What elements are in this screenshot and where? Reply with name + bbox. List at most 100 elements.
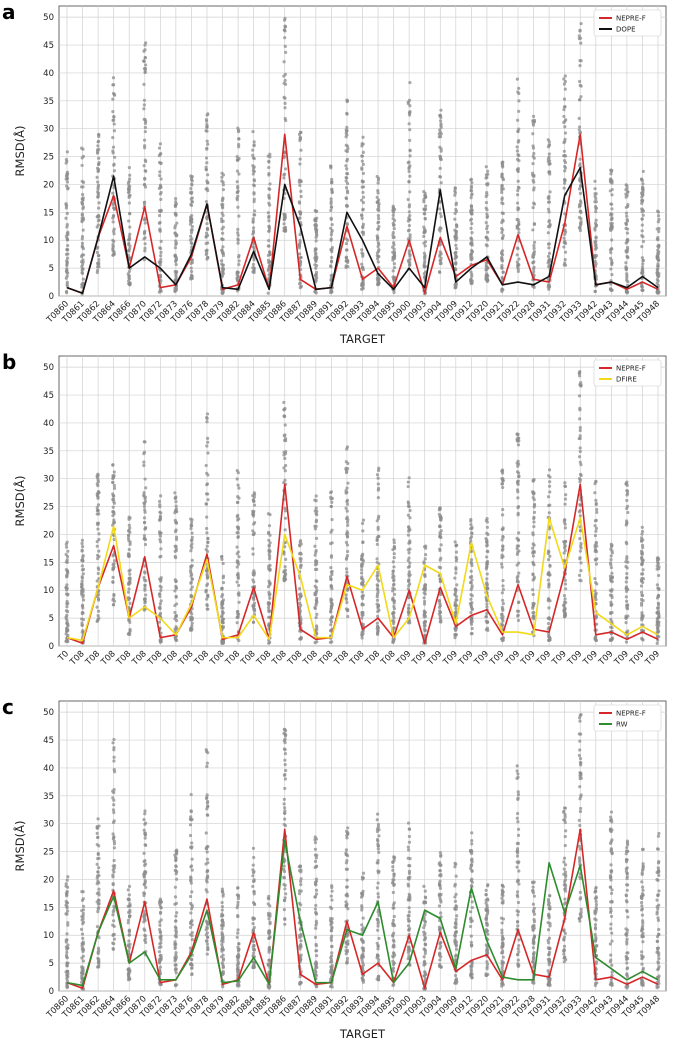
decoy-point	[517, 257, 521, 261]
decoy-point	[531, 572, 535, 577]
decoy-point	[624, 205, 628, 210]
decoy-point	[299, 148, 303, 152]
decoy-point	[345, 600, 349, 605]
decoy-point	[315, 209, 319, 213]
decoy-point	[221, 219, 225, 223]
decoy-point	[95, 270, 99, 275]
decoy-point	[484, 274, 488, 278]
decoy-point	[220, 557, 224, 562]
decoy-point	[360, 616, 364, 620]
decoy-point	[376, 254, 380, 258]
decoy-point	[126, 554, 130, 558]
decoy-point	[406, 100, 410, 104]
decoy-point	[655, 583, 660, 587]
decoy-point	[143, 48, 147, 52]
legend-label: DOPE	[616, 26, 636, 34]
decoy-point	[454, 567, 458, 571]
decoy-point	[268, 533, 272, 537]
decoy-point	[66, 909, 70, 913]
decoy-point	[470, 192, 474, 196]
decoy-point	[95, 151, 100, 155]
decoy-point	[81, 277, 85, 281]
decoy-point	[315, 640, 319, 644]
decoy-point	[330, 222, 334, 227]
decoy-point	[439, 515, 443, 519]
decoy-point	[112, 227, 116, 231]
decoy-point	[376, 191, 380, 195]
decoy-point	[329, 233, 333, 237]
decoy-point	[361, 540, 365, 545]
decoy-point	[375, 557, 379, 561]
decoy-point	[252, 140, 256, 144]
decoy-point	[315, 579, 319, 583]
decoy-point	[625, 576, 629, 580]
decoy-point	[127, 517, 131, 521]
decoy-point	[143, 526, 147, 530]
decoy-point	[112, 169, 117, 173]
decoy-point	[376, 482, 380, 486]
decoy-point	[485, 611, 489, 616]
decoy-point	[344, 489, 348, 493]
decoy-point	[454, 555, 458, 560]
decoy-point	[485, 193, 489, 197]
decoy-point	[80, 576, 84, 580]
decoy-point	[142, 258, 146, 262]
decoy-point	[314, 222, 318, 227]
decoy-point	[284, 450, 288, 454]
decoy-point	[500, 622, 504, 626]
decoy-point	[329, 216, 333, 220]
decoy-point	[237, 593, 241, 597]
decoy-point	[282, 95, 286, 99]
decoy-point	[112, 803, 116, 807]
decoy-point	[251, 217, 255, 221]
decoy-point	[655, 617, 659, 621]
decoy-point	[96, 592, 101, 597]
decoy-point	[158, 534, 163, 538]
decoy-point	[563, 137, 567, 141]
decoy-point	[423, 244, 427, 248]
decoy-point	[391, 275, 395, 279]
decoy-point	[547, 585, 551, 589]
decoy-point	[563, 74, 567, 78]
decoy-point	[641, 198, 645, 203]
decoy-point	[532, 186, 536, 190]
decoy-point	[454, 250, 458, 255]
decoy-point	[190, 182, 194, 186]
decoy-point	[485, 587, 490, 591]
decoy-point	[610, 187, 614, 192]
decoy-point	[97, 532, 101, 536]
decoy-point	[329, 623, 333, 627]
decoy-point	[298, 637, 302, 641]
chart-c: 05101520253035404550T0860T0861T0862T0864…	[12, 700, 667, 1041]
decoy-point	[158, 577, 162, 581]
decoy-point	[391, 223, 396, 227]
decoy-point	[314, 615, 318, 620]
decoy-point	[159, 540, 163, 544]
decoy-point	[375, 234, 379, 238]
decoy-point	[360, 554, 364, 558]
decoy-point	[220, 593, 225, 597]
decoy-point	[454, 262, 458, 266]
decoy-point	[95, 246, 99, 250]
decoy-point	[142, 534, 147, 538]
decoy-point	[346, 481, 350, 485]
decoy-point	[377, 514, 381, 518]
y-tick-label: 15	[43, 903, 54, 913]
decoy-point	[423, 627, 427, 631]
decoy-point	[408, 257, 412, 261]
decoy-point	[143, 249, 147, 253]
decoy-point	[96, 851, 100, 856]
decoy-point	[112, 562, 116, 566]
x-tick-label: T08	[239, 649, 258, 668]
decoy-point	[128, 542, 132, 546]
decoy-point	[344, 241, 349, 246]
decoy-point	[344, 131, 348, 135]
decoy-point	[546, 196, 550, 200]
decoy-point	[221, 188, 225, 192]
decoy-point	[501, 608, 505, 612]
decoy-point	[515, 149, 520, 153]
decoy-point	[562, 263, 566, 267]
decoy-point	[609, 247, 613, 251]
decoy-point	[640, 217, 644, 221]
decoy-point	[594, 615, 598, 619]
